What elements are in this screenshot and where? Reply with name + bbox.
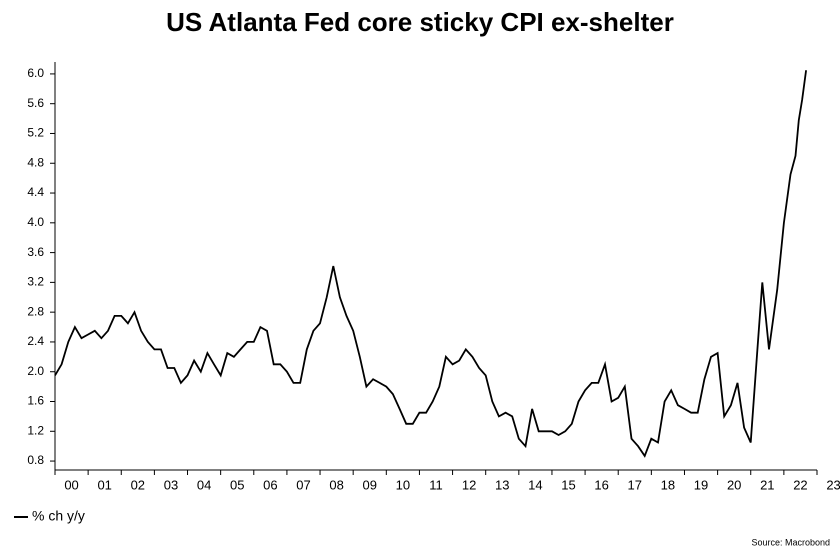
y-tick-label: 0.8 — [27, 453, 44, 467]
x-tick-label: 03 — [164, 477, 178, 492]
x-tick-label: 18 — [661, 477, 675, 492]
y-tick-label: 1.2 — [27, 423, 44, 437]
x-tick-label: 16 — [594, 477, 608, 492]
y-tick-label: 4.4 — [27, 185, 44, 199]
y-tick-label: 5.2 — [27, 126, 44, 140]
x-tick-label: 23 — [826, 477, 840, 492]
y-tick-label: 2.0 — [27, 364, 44, 378]
legend-label: % ch y/y — [32, 508, 85, 524]
x-tick-label: 09 — [363, 477, 377, 492]
x-tick-label: 05 — [230, 477, 244, 492]
x-tick-label: 00 — [64, 477, 78, 492]
x-tick-label: 10 — [396, 477, 410, 492]
line — [54, 70, 807, 458]
y-tick-label: 2.4 — [27, 334, 44, 348]
source: Source: Macrobond — [751, 537, 830, 547]
x-tick-label: 02 — [131, 477, 145, 492]
y-tick-label: 4.8 — [27, 155, 44, 169]
x-tick-label: 19 — [694, 477, 708, 492]
x-tick-label: 14 — [528, 477, 542, 492]
y-tick-label: 3.6 — [27, 245, 44, 259]
y-tick-label: 3.2 — [27, 275, 44, 289]
x-tick-label: 06 — [263, 477, 277, 492]
x-tick-label: 11 — [429, 477, 443, 492]
x-tick-label: 01 — [97, 477, 111, 492]
x-tick-label: 15 — [561, 477, 575, 492]
x-tick-label: 07 — [296, 477, 310, 492]
x-tick-label: 08 — [329, 477, 343, 492]
x-tick-label: 17 — [628, 477, 642, 492]
y-tick-label: 5.6 — [27, 96, 44, 110]
y-tick-label: 2.8 — [27, 304, 44, 318]
y-tick-label: 1.6 — [27, 394, 44, 408]
x-tick-label: 22 — [793, 477, 807, 492]
x-tick-label: 12 — [462, 477, 476, 492]
x-tick-label: 21 — [760, 477, 774, 492]
chart-title: US Atlanta Fed core sticky CPI ex-shelte… — [166, 7, 674, 37]
y-tick-label: 4.0 — [27, 215, 44, 229]
x-tick-label: 04 — [197, 477, 211, 492]
x-tick-label: 13 — [495, 477, 509, 492]
x-tick-label: 20 — [727, 477, 741, 492]
y-tick-label: 6.0 — [27, 66, 44, 80]
